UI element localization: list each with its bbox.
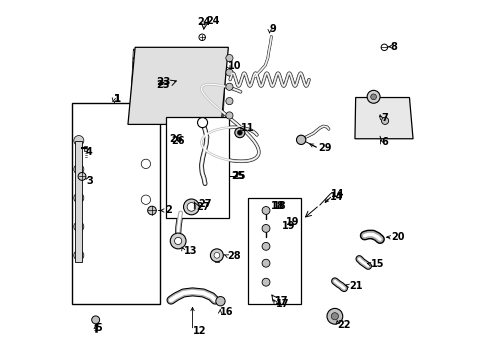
Text: 14: 14 — [329, 192, 343, 202]
Text: 3: 3 — [86, 176, 93, 186]
Circle shape — [92, 316, 100, 324]
Text: 10: 10 — [228, 61, 242, 71]
Circle shape — [262, 278, 269, 286]
Text: 19: 19 — [281, 221, 295, 231]
Circle shape — [330, 313, 338, 320]
Circle shape — [74, 250, 83, 260]
Text: 21: 21 — [348, 281, 362, 291]
Circle shape — [234, 128, 244, 138]
Polygon shape — [354, 98, 412, 139]
Circle shape — [141, 159, 150, 168]
Text: 25: 25 — [230, 171, 244, 181]
Bar — [166, 117, 228, 218]
Circle shape — [74, 193, 83, 203]
Text: 28: 28 — [227, 251, 241, 261]
Polygon shape — [128, 47, 228, 125]
Circle shape — [74, 135, 83, 145]
Text: 27: 27 — [196, 202, 209, 212]
Circle shape — [210, 249, 223, 262]
Circle shape — [326, 309, 342, 324]
Circle shape — [187, 203, 195, 211]
Circle shape — [225, 54, 233, 62]
Polygon shape — [356, 99, 410, 137]
Circle shape — [78, 172, 86, 180]
Circle shape — [197, 118, 207, 128]
Text: 2: 2 — [164, 206, 171, 216]
Circle shape — [225, 98, 233, 105]
Text: 16: 16 — [220, 307, 233, 317]
Circle shape — [170, 233, 185, 249]
Text: 13: 13 — [183, 246, 197, 256]
Circle shape — [183, 199, 199, 215]
Text: 23: 23 — [156, 77, 170, 87]
Circle shape — [296, 135, 305, 144]
Text: 5: 5 — [96, 324, 102, 333]
Text: 11: 11 — [241, 123, 254, 133]
Circle shape — [380, 44, 387, 50]
Bar — [75, 140, 82, 262]
Text: 23: 23 — [156, 80, 169, 90]
Text: 8: 8 — [389, 42, 396, 51]
Circle shape — [370, 94, 376, 100]
Circle shape — [225, 83, 233, 90]
Circle shape — [262, 225, 269, 232]
Bar — [85, 114, 145, 293]
Circle shape — [225, 112, 233, 119]
Text: 25: 25 — [231, 171, 245, 181]
Text: 24: 24 — [197, 17, 211, 27]
Text: 22: 22 — [337, 320, 350, 329]
Circle shape — [141, 195, 150, 204]
Circle shape — [237, 130, 242, 135]
Bar — [83, 146, 87, 150]
Bar — [72, 103, 160, 304]
Text: 7: 7 — [381, 113, 387, 123]
Text: 9: 9 — [269, 24, 276, 35]
Circle shape — [174, 237, 182, 244]
Text: 14: 14 — [330, 189, 344, 199]
Circle shape — [381, 117, 388, 125]
Text: 18: 18 — [271, 201, 285, 211]
Text: 29: 29 — [318, 143, 331, 153]
Circle shape — [225, 69, 233, 76]
Text: 17: 17 — [274, 296, 288, 306]
Circle shape — [366, 90, 379, 103]
Circle shape — [262, 207, 269, 215]
Text: 26: 26 — [171, 136, 184, 146]
Text: 1: 1 — [113, 94, 121, 104]
Text: 17: 17 — [276, 299, 289, 309]
Circle shape — [74, 222, 83, 231]
Text: 26: 26 — [169, 134, 183, 144]
Polygon shape — [129, 49, 226, 123]
Text: 19: 19 — [285, 217, 299, 227]
Text: 1: 1 — [113, 94, 120, 104]
Circle shape — [214, 252, 219, 258]
Circle shape — [199, 34, 205, 41]
Text: 12: 12 — [192, 325, 205, 336]
Text: 20: 20 — [390, 232, 404, 242]
Bar — [214, 249, 219, 262]
Text: 6: 6 — [381, 138, 387, 147]
Text: 24: 24 — [205, 16, 219, 26]
Circle shape — [147, 206, 156, 215]
Text: 27: 27 — [198, 199, 211, 210]
Text: 4: 4 — [86, 147, 93, 157]
Bar — [247, 198, 301, 304]
Text: 15: 15 — [370, 259, 384, 269]
Circle shape — [262, 259, 269, 267]
Text: 18: 18 — [273, 201, 286, 211]
Circle shape — [262, 242, 269, 250]
Circle shape — [74, 164, 83, 174]
Circle shape — [215, 297, 224, 306]
